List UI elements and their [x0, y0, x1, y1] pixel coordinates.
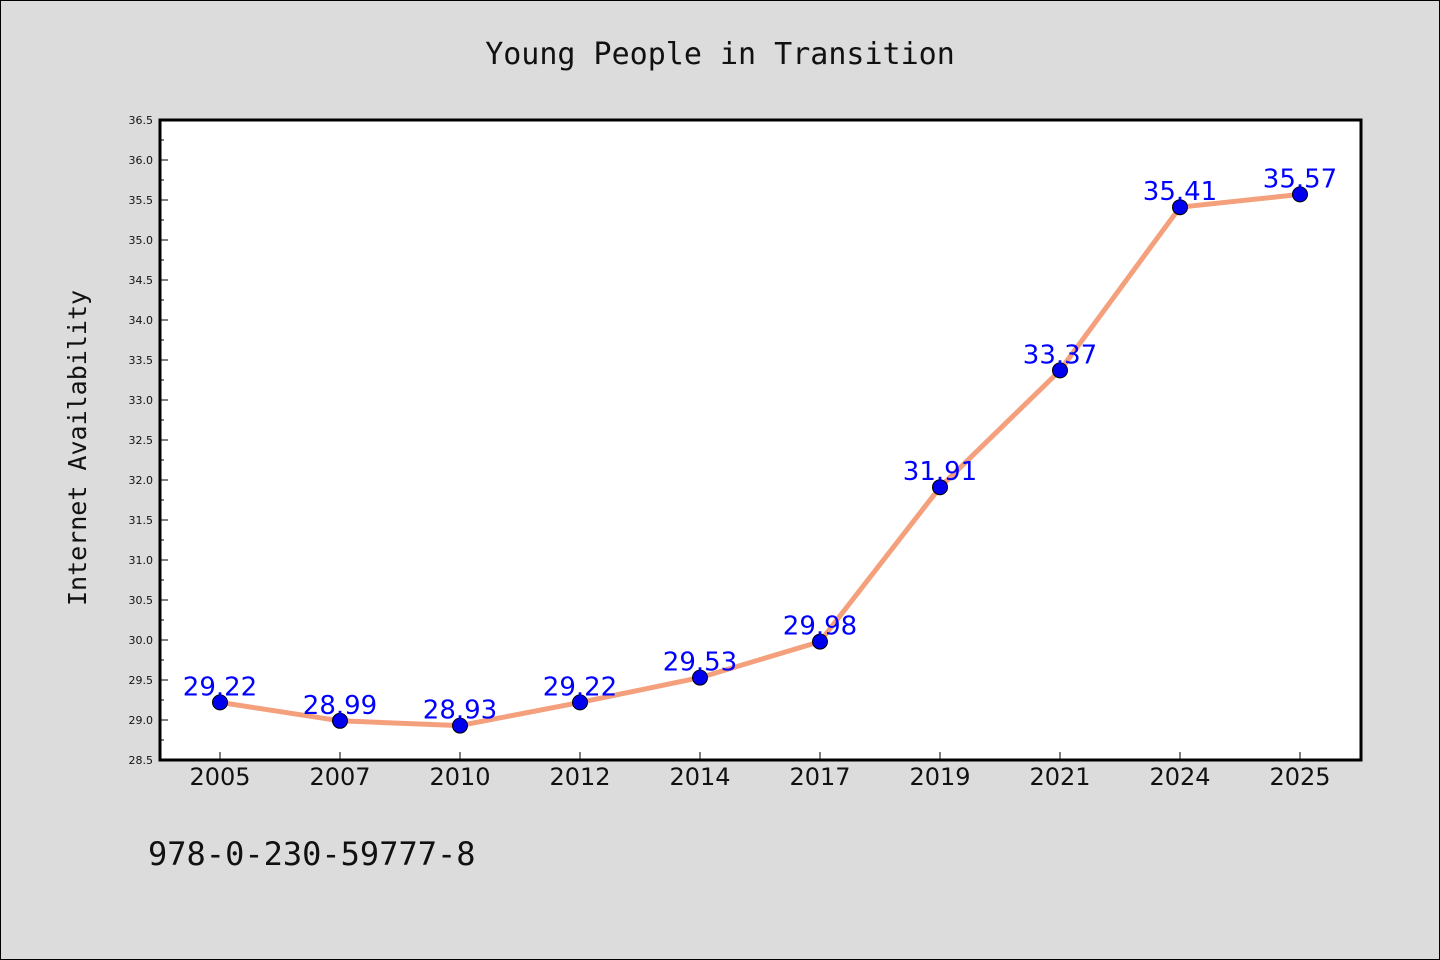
x-tick-label: 2010 [429, 763, 490, 791]
x-tick-label: 2007 [309, 763, 370, 791]
data-point [572, 694, 588, 711]
data-label: 35.41 [1143, 177, 1217, 207]
x-tick-label: 2017 [789, 763, 850, 791]
y-tick-label: 28.5 [129, 754, 154, 767]
data-point [452, 717, 468, 734]
y-axis-label: Internet Availability [63, 290, 92, 606]
data-point [692, 669, 708, 686]
series-line [219, 191, 1301, 729]
data-labels: 29.22 28.99 28.93 29.22 29.53 29.98 31.91 33.37… [183, 164, 1337, 725]
data-label: 29.22 [543, 672, 617, 702]
data-label: 31.91 [903, 457, 977, 487]
series-group [212, 186, 1308, 734]
y-tick-label: 30.5 [129, 594, 154, 607]
y-tick-label: 29.0 [129, 714, 154, 727]
y-tick-label: 33.5 [129, 354, 154, 367]
y-tick-label: 35.5 [129, 194, 154, 207]
data-label: 28.93 [423, 696, 497, 726]
x-tick-label: 2014 [669, 763, 730, 791]
y-axis-ticks: 28.5 29.0 29.5 30.0 30.5 31.0 31.5 32.0 32.5 33.0… [129, 114, 168, 767]
y-tick-label: 31.5 [129, 514, 154, 527]
y-tick-label: 34.0 [129, 314, 154, 327]
x-tick-label: 2012 [549, 763, 610, 791]
data-point [932, 479, 948, 496]
data-label: 29.53 [663, 648, 737, 678]
y-tick-label: 33.0 [129, 394, 154, 407]
y-tick-label: 35.0 [129, 234, 154, 247]
y-tick-label: 36.0 [129, 154, 154, 167]
x-tick-label: 2019 [909, 763, 970, 791]
x-axis-ticks: 2005 2007 2010 2012 2014 2017 2019 2021 2024 2025 [189, 752, 1331, 791]
x-tick-label: 2021 [1029, 763, 1090, 791]
data-point [1292, 186, 1308, 203]
x-tick-label: 2005 [189, 763, 250, 791]
y-tick-label: 36.5 [129, 114, 154, 127]
y-tick-label: 32.5 [129, 434, 154, 447]
data-label: 35.57 [1263, 164, 1337, 194]
y-tick-label: 34.5 [129, 274, 154, 287]
y-tick-label: 29.5 [129, 674, 154, 687]
data-point [1052, 362, 1068, 379]
data-point [1172, 199, 1188, 216]
data-point [332, 712, 348, 729]
isbn-text: 978-0-230-59777-8 [148, 835, 476, 873]
data-label: 29.98 [783, 612, 857, 642]
x-tick-label: 2025 [1269, 763, 1330, 791]
x-tick-label: 2024 [1149, 763, 1210, 791]
data-point [812, 633, 828, 650]
y-tick-label: 32.0 [129, 474, 154, 487]
chart-title: Young People in Transition [485, 37, 955, 72]
data-label: 33.37 [1023, 340, 1097, 370]
data-point [212, 694, 228, 711]
y-tick-label: 31.0 [129, 554, 154, 567]
data-label: 29.22 [183, 672, 257, 702]
y-tick-label: 30.0 [129, 634, 154, 647]
plot-area [158, 118, 1363, 762]
data-label: 28.99 [303, 691, 377, 721]
